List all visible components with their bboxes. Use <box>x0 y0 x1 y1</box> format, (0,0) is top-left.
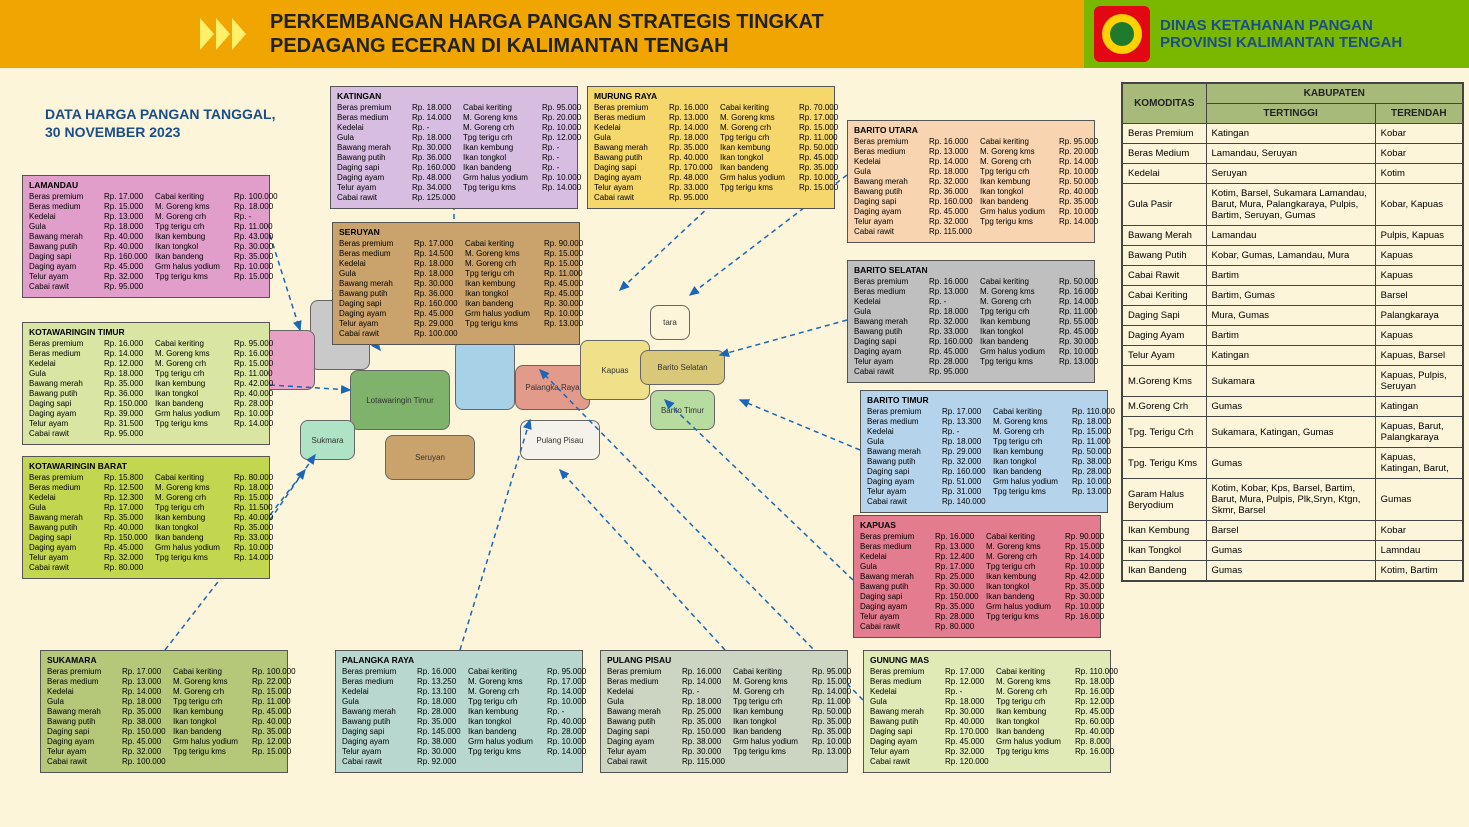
agency-name: DINAS KETAHANAN PANGAN PROVINSI KALIMANT… <box>1160 17 1402 52</box>
price-card-seruyan: SERUYANBeras premiumRp. 17.000Cabai keri… <box>332 222 580 345</box>
price-card-murung: MURUNG RAYABeras premiumRp. 16.000Cabai … <box>587 86 835 209</box>
table-row: Daging SapiMura, GumasPalangkaraya <box>1123 306 1463 326</box>
card-grid: Beras premiumRp. 17.000Cabai keritingRp.… <box>870 667 1104 767</box>
table-row: Ikan KembungBarselKobar <box>1123 521 1463 541</box>
card-grid: Beras premiumRp. 16.000Cabai keritingRp.… <box>860 532 1094 632</box>
table-row: Tpg. Terigu CrhSukamara, Katingan, Gumas… <box>1123 417 1463 448</box>
card-grid: Beras premiumRp. 16.000Cabai keritingRp.… <box>29 339 263 439</box>
header-bar: PERKEMBANGAN HARGA PANGAN STRATEGIS TING… <box>0 0 1469 68</box>
card-title: KATINGAN <box>337 91 571 102</box>
col-kabupaten: KABUPATEN <box>1206 84 1463 104</box>
price-card-sukamara: SUKAMARABeras premiumRp. 17.000Cabai ker… <box>40 650 288 773</box>
table-row: Daging AyamBartimKapuas <box>1123 326 1463 346</box>
price-card-barut: BARITO UTARABeras premiumRp. 16.000Cabai… <box>847 120 1095 243</box>
table-row: Telur AyamKatinganKapuas, Barsel <box>1123 346 1463 366</box>
table-row: Ikan BandengGumasKotim, Bartim <box>1123 561 1463 581</box>
table-row: Ikan TongkolGumasLamndau <box>1123 541 1463 561</box>
date-label: DATA HARGA PANGAN TANGGAL, 30 NOVEMBER 2… <box>45 105 275 141</box>
card-grid: Beras premiumRp. 17.000Cabai keritingRp.… <box>47 667 281 767</box>
price-card-kotim: KOTAWARINGIN TIMURBeras premiumRp. 16.00… <box>22 322 270 445</box>
agency-block: DINAS KETAHANAN PANGAN PROVINSI KALIMANT… <box>1084 0 1469 68</box>
table-row: Garam Halus BeryodiumKotim, Kobar, Kps, … <box>1123 479 1463 521</box>
card-grid: Beras premiumRp. 15.800Cabai keritingRp.… <box>29 473 263 573</box>
price-card-bartim: BARITO TIMURBeras premiumRp. 17.000Cabai… <box>860 390 1108 513</box>
map-region <box>455 340 515 410</box>
price-card-kapuas: KAPUASBeras premiumRp. 16.000Cabai kerit… <box>853 515 1101 638</box>
card-title: SERUYAN <box>339 227 573 238</box>
table-row: M.Goreng CrhGumasKatingan <box>1123 397 1463 417</box>
table-row: KedelaiSeruyanKotim <box>1123 164 1463 184</box>
card-title: KAPUAS <box>860 520 1094 531</box>
price-card-kobar: KOTAWARINGIN BARATBeras premiumRp. 15.80… <box>22 456 270 579</box>
map-region: Sukmara <box>300 420 355 460</box>
card-title: KOTAWARINGIN BARAT <box>29 461 263 472</box>
map-region: Seruyan <box>385 435 475 480</box>
card-grid: Beras premiumRp. 18.000Cabai keritingRp.… <box>337 103 571 203</box>
card-title: BARITO UTARA <box>854 125 1088 136</box>
card-title: SUKAMARA <box>47 655 281 666</box>
map-region: tara <box>650 305 690 340</box>
table-row: Tpg. Terigu KmsGumasKapuas, Katingan, Ba… <box>1123 448 1463 479</box>
summary-table: KOMODITAS KABUPATEN TERTINGGI TERENDAH B… <box>1121 82 1464 582</box>
card-title: PULANG PISAU <box>607 655 841 666</box>
table-row: Cabai KeritingBartim, GumasBarsel <box>1123 286 1463 306</box>
table-row: M.Goreng KmsSukamaraKapuas, Pulpis, Seru… <box>1123 366 1463 397</box>
map-region: Pulang Pisau <box>520 420 600 460</box>
card-title: PALANGKA RAYA <box>342 655 576 666</box>
price-card-palangka: PALANGKA RAYABeras premiumRp. 16.000Caba… <box>335 650 583 773</box>
card-title: LAMANDAU <box>29 180 263 191</box>
table-row: Bawang PutihKobar, Gumas, Lamandau, Mura… <box>1123 246 1463 266</box>
table-row: Bawang MerahLamandauPulpis, Kapuas <box>1123 226 1463 246</box>
card-title: BARITO TIMUR <box>867 395 1101 406</box>
col-tertinggi: TERTINGGI <box>1206 104 1375 124</box>
card-title: BARITO SELATAN <box>854 265 1088 276</box>
page-title: PERKEMBANGAN HARGA PANGAN STRATEGIS TING… <box>270 10 890 58</box>
province-logo-icon <box>1094 6 1150 62</box>
map-region: Barito Timur <box>650 390 715 430</box>
table-row: Gula PasirKotim, Barsel, Sukamara Lamand… <box>1123 184 1463 226</box>
price-card-pulpis: PULANG PISAUBeras premiumRp. 16.000Cabai… <box>600 650 848 773</box>
price-card-katingan: KATINGANBeras premiumRp. 18.000Cabai ker… <box>330 86 578 209</box>
price-card-barsel: BARITO SELATANBeras premiumRp. 16.000Cab… <box>847 260 1095 383</box>
map-region: Barito Selatan <box>640 350 725 385</box>
map-region: Palangka Raya <box>515 365 590 410</box>
card-title: KOTAWARINGIN TIMUR <box>29 327 263 338</box>
card-grid: Beras premiumRp. 16.000Cabai keritingRp.… <box>854 277 1088 377</box>
card-grid: Beras premiumRp. 16.000Cabai keritingRp.… <box>854 137 1088 237</box>
card-grid: Beras premiumRp. 16.000Cabai keritingRp.… <box>594 103 828 203</box>
card-title: GUNUNG MAS <box>870 655 1104 666</box>
table-row: Beras MediumLamandau, SeruyanKobar <box>1123 144 1463 164</box>
price-card-lamandau: LAMANDAUBeras premiumRp. 17.000Cabai ker… <box>22 175 270 298</box>
card-title: MURUNG RAYA <box>594 91 828 102</box>
table-row: Cabai RawitBartimKapuas <box>1123 266 1463 286</box>
table-row: Beras PremiumKatinganKobar <box>1123 124 1463 144</box>
chevron-icon <box>200 18 248 50</box>
col-terendah: TERENDAH <box>1375 104 1462 124</box>
card-grid: Beras premiumRp. 17.000Cabai keritingRp.… <box>339 239 573 339</box>
card-grid: Beras premiumRp. 16.000Cabai keritingRp.… <box>607 667 841 767</box>
card-grid: Beras premiumRp. 17.000Cabai keritingRp.… <box>29 192 263 292</box>
card-grid: Beras premiumRp. 17.000Cabai keritingRp.… <box>867 407 1101 507</box>
card-grid: Beras premiumRp. 16.000Cabai keritingRp.… <box>342 667 576 767</box>
col-komoditas: KOMODITAS <box>1123 84 1207 124</box>
price-card-gumas: GUNUNG MASBeras premiumRp. 17.000Cabai k… <box>863 650 1111 773</box>
map-region: Lotawaringin Timur <box>350 370 450 430</box>
